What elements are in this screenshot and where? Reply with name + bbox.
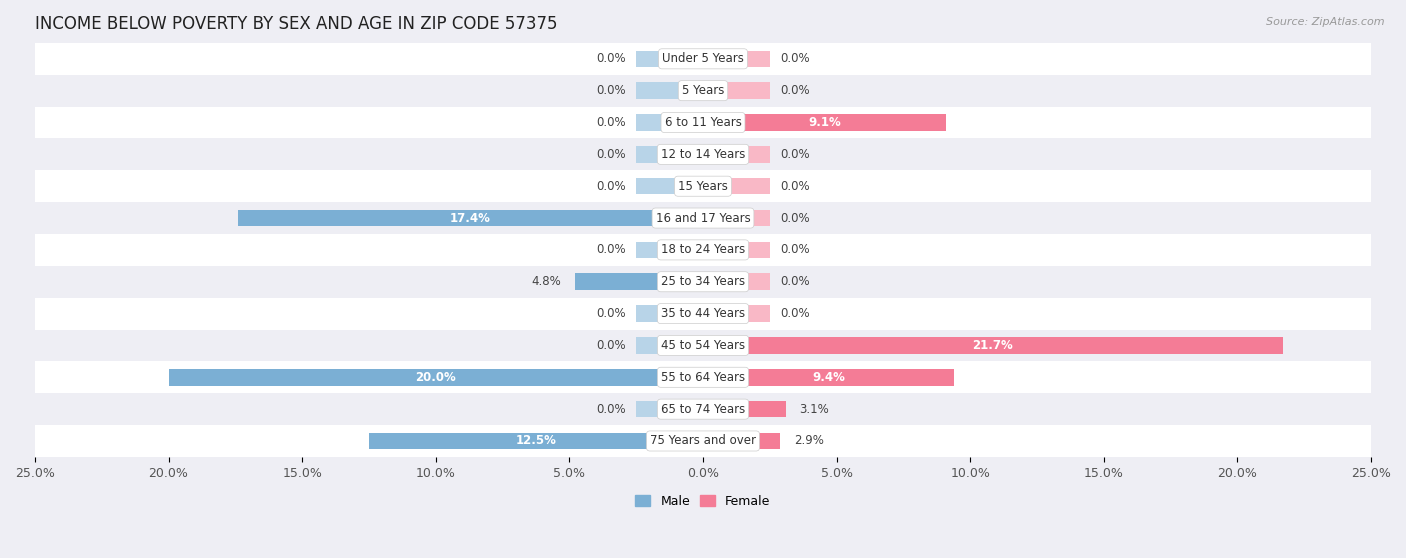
Bar <box>703 178 770 195</box>
Legend: Male, Female: Male, Female <box>630 490 776 513</box>
Bar <box>636 83 703 99</box>
Text: 55 to 64 Years: 55 to 64 Years <box>661 371 745 384</box>
Bar <box>703 146 770 162</box>
Bar <box>35 138 1371 170</box>
Text: 6 to 11 Years: 6 to 11 Years <box>665 116 741 129</box>
Text: 45 to 54 Years: 45 to 54 Years <box>661 339 745 352</box>
Bar <box>703 210 770 227</box>
Text: 12.5%: 12.5% <box>516 435 557 448</box>
Text: 0.0%: 0.0% <box>780 84 810 97</box>
Text: 0.0%: 0.0% <box>596 403 626 416</box>
Bar <box>636 337 703 354</box>
Text: 0.0%: 0.0% <box>780 275 810 288</box>
Text: 2.9%: 2.9% <box>794 435 824 448</box>
Bar <box>703 51 770 67</box>
Bar <box>35 170 1371 202</box>
Bar <box>575 273 703 290</box>
Bar <box>35 425 1371 457</box>
Text: 3.1%: 3.1% <box>799 403 830 416</box>
Bar <box>169 369 703 386</box>
Bar <box>636 51 703 67</box>
Text: 4.8%: 4.8% <box>531 275 561 288</box>
Bar <box>35 75 1371 107</box>
Bar <box>703 273 770 290</box>
Bar <box>35 202 1371 234</box>
Text: Source: ZipAtlas.com: Source: ZipAtlas.com <box>1267 17 1385 27</box>
Text: 0.0%: 0.0% <box>780 243 810 256</box>
Text: 65 to 74 Years: 65 to 74 Years <box>661 403 745 416</box>
Text: 18 to 24 Years: 18 to 24 Years <box>661 243 745 256</box>
Text: 0.0%: 0.0% <box>596 243 626 256</box>
Text: 0.0%: 0.0% <box>596 180 626 193</box>
Bar <box>35 330 1371 362</box>
Bar <box>636 146 703 162</box>
Bar <box>636 305 703 322</box>
Bar <box>238 210 703 227</box>
Bar <box>636 242 703 258</box>
Bar <box>703 401 786 417</box>
Text: Under 5 Years: Under 5 Years <box>662 52 744 65</box>
Text: 15 Years: 15 Years <box>678 180 728 193</box>
Bar <box>636 178 703 195</box>
Text: 9.1%: 9.1% <box>808 116 841 129</box>
Bar <box>35 393 1371 425</box>
Bar <box>35 266 1371 297</box>
Text: 0.0%: 0.0% <box>596 84 626 97</box>
Text: 0.0%: 0.0% <box>780 180 810 193</box>
Text: 0.0%: 0.0% <box>596 339 626 352</box>
Bar <box>35 43 1371 75</box>
Bar <box>703 337 1282 354</box>
Text: 9.4%: 9.4% <box>813 371 845 384</box>
Bar <box>35 362 1371 393</box>
Text: 0.0%: 0.0% <box>596 52 626 65</box>
Bar <box>368 432 703 449</box>
Bar <box>636 114 703 131</box>
Bar <box>703 83 770 99</box>
Bar <box>703 242 770 258</box>
Text: 0.0%: 0.0% <box>780 52 810 65</box>
Text: 75 Years and over: 75 Years and over <box>650 435 756 448</box>
Text: 0.0%: 0.0% <box>780 307 810 320</box>
Bar <box>703 305 770 322</box>
Text: 0.0%: 0.0% <box>596 148 626 161</box>
Text: 0.0%: 0.0% <box>780 211 810 224</box>
Text: 17.4%: 17.4% <box>450 211 491 224</box>
Text: 35 to 44 Years: 35 to 44 Years <box>661 307 745 320</box>
Text: 20.0%: 20.0% <box>415 371 456 384</box>
Text: 25 to 34 Years: 25 to 34 Years <box>661 275 745 288</box>
Bar <box>35 234 1371 266</box>
Text: 0.0%: 0.0% <box>596 116 626 129</box>
Text: 21.7%: 21.7% <box>973 339 1014 352</box>
Bar <box>35 297 1371 330</box>
Bar <box>636 401 703 417</box>
Bar <box>703 369 955 386</box>
Text: 0.0%: 0.0% <box>780 148 810 161</box>
Bar <box>703 432 780 449</box>
Text: 5 Years: 5 Years <box>682 84 724 97</box>
Bar <box>35 107 1371 138</box>
Bar <box>703 114 946 131</box>
Text: 16 and 17 Years: 16 and 17 Years <box>655 211 751 224</box>
Text: 0.0%: 0.0% <box>596 307 626 320</box>
Text: INCOME BELOW POVERTY BY SEX AND AGE IN ZIP CODE 57375: INCOME BELOW POVERTY BY SEX AND AGE IN Z… <box>35 15 557 33</box>
Text: 12 to 14 Years: 12 to 14 Years <box>661 148 745 161</box>
